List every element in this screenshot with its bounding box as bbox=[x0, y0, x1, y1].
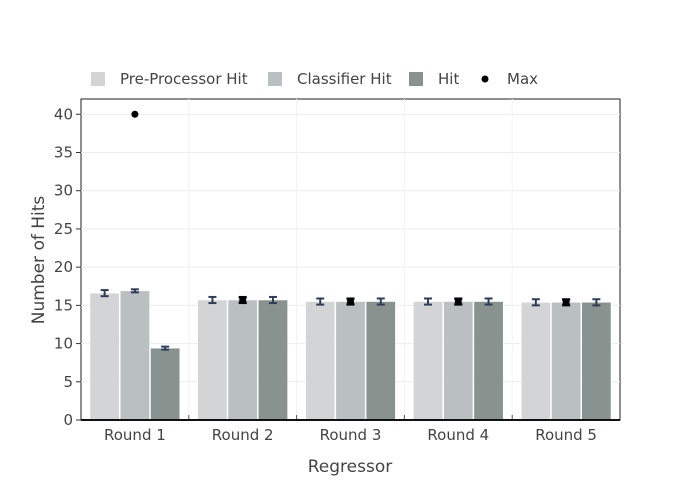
bar-classifier-hit-3 bbox=[335, 301, 366, 421]
x-tick-label-3: Round 3 bbox=[320, 426, 382, 444]
bar-hit-4 bbox=[473, 301, 504, 421]
bar-hit-1 bbox=[150, 347, 181, 421]
y-tick-label-3: 15 bbox=[54, 296, 73, 314]
legend-item-classifier-hit: Classifier Hit bbox=[268, 70, 392, 88]
legend-item-hit: Hit bbox=[409, 70, 459, 88]
y-tick-label-5: 25 bbox=[54, 220, 73, 238]
x-tick-label-1: Round 1 bbox=[104, 426, 166, 444]
legend-item-pre-processor-hit: Pre-Processor Hit bbox=[91, 70, 248, 88]
y-tick-label-8: 40 bbox=[54, 105, 73, 123]
x-axis-title: Regressor bbox=[308, 457, 392, 477]
bar-hit-2 bbox=[258, 299, 288, 421]
legend-item-max: Max bbox=[481, 70, 538, 88]
bar-hit-3 bbox=[365, 301, 396, 421]
y-tick-label-6: 30 bbox=[54, 182, 73, 200]
legend-label-hit: Hit bbox=[438, 70, 459, 88]
y-tick-label-4: 20 bbox=[54, 258, 73, 276]
y-tick-label-0: 0 bbox=[63, 411, 73, 429]
bar-classifier-hit-5 bbox=[551, 302, 581, 421]
legend-swatch-classifier-hit bbox=[268, 72, 282, 86]
y-axis-title: Number of Hits bbox=[29, 196, 49, 325]
bar-classifier-hit-1 bbox=[120, 290, 150, 421]
y-axis-ticks: 0 5 10 15 20 25 30 35 40 bbox=[54, 105, 81, 429]
bar-classifier-hit-4 bbox=[443, 301, 474, 421]
max-marker-2 bbox=[239, 296, 247, 304]
bar-pre-processor-hit-1 bbox=[89, 292, 120, 421]
legend-label-classifier-hit: Classifier Hit bbox=[297, 70, 392, 88]
max-markers bbox=[131, 110, 571, 307]
max-marker-4 bbox=[454, 298, 462, 306]
legend-swatch-pre-processor-hit bbox=[91, 72, 105, 86]
bar-pre-processor-hit-4 bbox=[413, 301, 443, 421]
y-tick-label-2: 10 bbox=[54, 335, 73, 353]
bar-series bbox=[89, 290, 612, 421]
bar-hit-5 bbox=[581, 302, 612, 421]
max-marker-3 bbox=[347, 298, 354, 306]
max-marker-5 bbox=[562, 298, 570, 306]
bar-classifier-hit-2 bbox=[227, 299, 258, 421]
y-tick-label-1: 5 bbox=[63, 373, 73, 391]
y-tick-label-7: 35 bbox=[54, 144, 73, 162]
legend-label-max: Max bbox=[507, 70, 538, 88]
x-tick-label-2: Round 2 bbox=[212, 426, 274, 444]
bar-pre-processor-hit-3 bbox=[305, 301, 336, 421]
legend-swatch-max bbox=[481, 75, 489, 83]
legend-swatch-hit bbox=[409, 72, 423, 86]
max-marker-1 bbox=[131, 110, 139, 118]
bar-pre-processor-hit-2 bbox=[197, 299, 228, 421]
x-tick-label-5: Round 5 bbox=[535, 426, 597, 444]
x-tick-label-4: Round 4 bbox=[427, 426, 489, 444]
legend-label-pre-processor-hit: Pre-Processor Hit bbox=[120, 70, 248, 88]
bar-pre-processor-hit-5 bbox=[520, 302, 551, 421]
legend: Pre-Processor Hit Classifier Hit Hit Max bbox=[91, 70, 538, 88]
x-axis-ticks: Round 1 Round 2 Round 3 Round 4 Round 5 bbox=[81, 415, 620, 444]
